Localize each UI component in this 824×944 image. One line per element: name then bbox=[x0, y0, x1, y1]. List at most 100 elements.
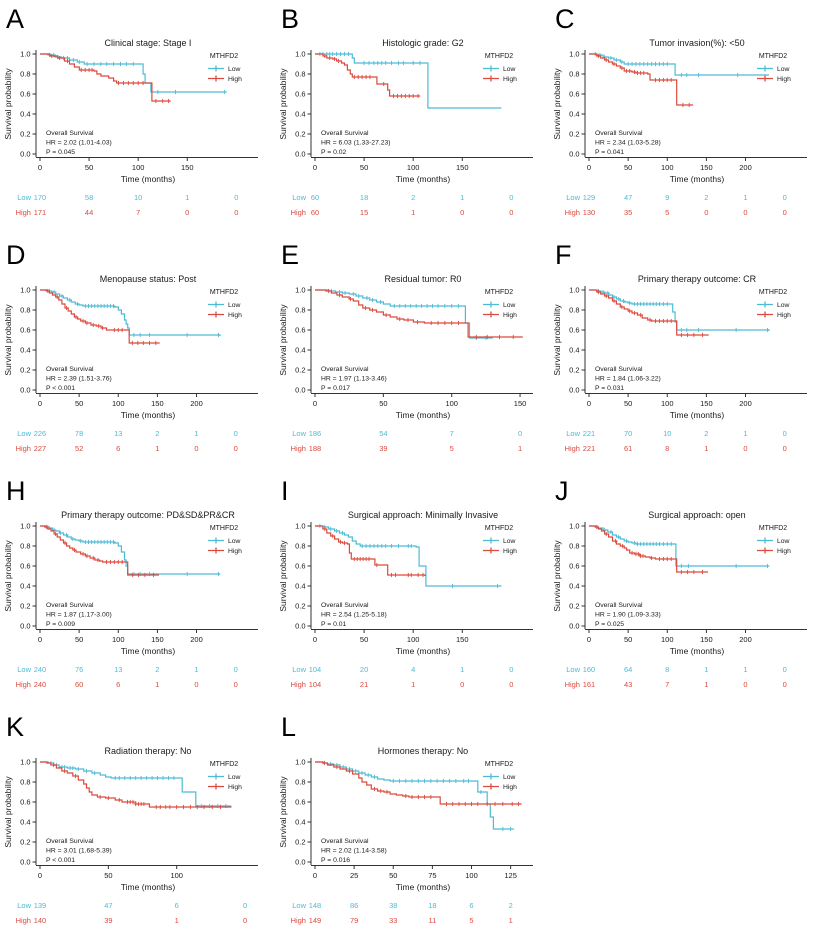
risk-row-label-low: Low bbox=[292, 665, 306, 674]
y-tick-label: 0.2 bbox=[20, 837, 30, 846]
risk-count: 0 bbox=[460, 680, 464, 689]
legend-title: MTHFD2 bbox=[484, 525, 512, 532]
risk-count: 170 bbox=[34, 193, 47, 202]
y-tick-label: 0.4 bbox=[20, 346, 30, 355]
risk-count: 1 bbox=[155, 444, 159, 453]
risk-row-label-high: High bbox=[16, 208, 31, 217]
risk-count: 240 bbox=[34, 665, 47, 674]
legend-title: MTHFD2 bbox=[210, 761, 238, 768]
km-plot-K: K Radiation therapy: No 1.0 0.8 0.6 0.4 0.2 0.0… bbox=[3, 712, 258, 925]
x-axis-title: Time (months) bbox=[121, 646, 176, 656]
risk-count: 13 bbox=[114, 665, 122, 674]
risk-count: 0 bbox=[783, 208, 787, 217]
risk-row-label-high: High bbox=[565, 680, 580, 689]
annotation-title: Overall Survival bbox=[595, 602, 643, 609]
survival-curve-low bbox=[589, 525, 770, 567]
legend-label-high: High bbox=[503, 548, 517, 555]
y-tick-label: 0.8 bbox=[20, 70, 30, 79]
x-axis-title: Time (months) bbox=[670, 410, 725, 420]
x-tick-label: 50 bbox=[389, 871, 397, 880]
x-tick-label: 150 bbox=[456, 635, 469, 644]
y-tick-label: 0.6 bbox=[20, 562, 30, 571]
risk-row-label-low: Low bbox=[17, 429, 31, 438]
panel-title: Surgical approach: open bbox=[649, 510, 746, 520]
risk-count: 78 bbox=[75, 429, 83, 438]
survival-curve-high bbox=[589, 525, 709, 573]
y-axis-title: Survival probability bbox=[278, 540, 288, 612]
risk-count: 2 bbox=[705, 429, 709, 438]
y-tick-label: 0.6 bbox=[569, 562, 579, 571]
x-tick-label: 100 bbox=[445, 399, 458, 408]
panel-title: Radiation therapy: No bbox=[105, 746, 192, 756]
x-tick-label: 25 bbox=[350, 871, 358, 880]
legend-label-low: Low bbox=[228, 538, 241, 545]
risk-row-label-high: High bbox=[16, 680, 31, 689]
risk-count: 60 bbox=[310, 208, 318, 217]
annotation-p: P < 0.001 bbox=[46, 857, 75, 864]
risk-count: 43 bbox=[624, 680, 632, 689]
survival-curve-low bbox=[314, 53, 502, 109]
x-tick-label: 100 bbox=[407, 635, 420, 644]
x-tick-label: 0 bbox=[313, 635, 317, 644]
risk-row-label-low: Low bbox=[292, 901, 306, 910]
km-plot-E: E Residual tumor: R0 1.0 0.8 0.6 0.4 0.2 0.0 Sur… bbox=[278, 240, 533, 453]
survival-curve-high bbox=[39, 761, 232, 808]
risk-count: 0 bbox=[234, 429, 238, 438]
x-tick-label: 125 bbox=[504, 871, 516, 880]
risk-row-label-high: High bbox=[290, 680, 305, 689]
x-tick-label: 200 bbox=[740, 635, 753, 644]
x-tick-label: 50 bbox=[624, 399, 632, 408]
legend-label-high: High bbox=[228, 76, 242, 83]
y-tick-label: 0.2 bbox=[569, 601, 579, 610]
risk-count: 0 bbox=[509, 680, 513, 689]
y-tick-label: 0.8 bbox=[569, 542, 579, 551]
x-tick-label: 75 bbox=[428, 871, 436, 880]
legend-label-low: Low bbox=[777, 538, 790, 545]
risk-count: 0 bbox=[234, 208, 238, 217]
legend-label-low: Low bbox=[228, 66, 241, 73]
x-tick-label: 150 bbox=[700, 163, 713, 172]
y-tick-label: 0.0 bbox=[20, 385, 30, 394]
annotation-hr: HR = 1.87 (1.17-3.00) bbox=[46, 611, 112, 618]
annotation-p: P = 0.041 bbox=[595, 149, 624, 156]
x-tick-label: 150 bbox=[513, 399, 526, 408]
km-plot-C: C Tumor invasion(%): <50 1.0 0.8 0.6 0.4 0.2 0.… bbox=[552, 4, 808, 217]
survival-curve-high bbox=[314, 289, 523, 338]
risk-count: 7 bbox=[665, 680, 669, 689]
x-tick-label: 50 bbox=[360, 635, 368, 644]
y-tick-label: 0.2 bbox=[20, 129, 30, 138]
legend-title: MTHFD2 bbox=[759, 525, 787, 532]
panel-letter: I bbox=[281, 476, 289, 506]
panel-E: E Residual tumor: R0 1.0 0.8 0.6 0.4 0.2 0.0 Sur… bbox=[275, 236, 550, 472]
x-tick-label: 0 bbox=[587, 163, 591, 172]
panel-letter: K bbox=[6, 712, 24, 742]
y-tick-label: 0.6 bbox=[295, 798, 305, 807]
annotation-p: P = 0.02 bbox=[321, 149, 347, 156]
annotation-hr: HR = 2.02 (1.14-3.58) bbox=[321, 847, 387, 854]
panel-letter: C bbox=[555, 4, 575, 34]
risk-row-label-high: High bbox=[16, 916, 31, 925]
x-tick-label: 100 bbox=[661, 163, 674, 172]
y-tick-label: 0.8 bbox=[295, 778, 305, 787]
risk-count: 64 bbox=[624, 665, 632, 674]
legend-label-low: Low bbox=[503, 538, 516, 545]
risk-count: 39 bbox=[379, 444, 387, 453]
annotation-title: Overall Survival bbox=[321, 366, 369, 373]
annotation-title: Overall Survival bbox=[46, 366, 94, 373]
risk-count: 0 bbox=[243, 901, 247, 910]
x-tick-label: 100 bbox=[112, 399, 125, 408]
x-tick-label: 100 bbox=[661, 635, 674, 644]
risk-count: 227 bbox=[34, 444, 47, 453]
risk-count: 221 bbox=[583, 444, 596, 453]
x-tick-label: 150 bbox=[181, 163, 194, 172]
legend-label-high: High bbox=[503, 76, 517, 83]
survival-curve-low bbox=[39, 53, 227, 93]
risk-count: 39 bbox=[104, 916, 112, 925]
panel-C: C Tumor invasion(%): <50 1.0 0.8 0.6 0.4 0.2 0.… bbox=[549, 0, 824, 236]
risk-count: 160 bbox=[583, 665, 596, 674]
annotation-p: P = 0.017 bbox=[321, 385, 350, 392]
risk-count: 186 bbox=[308, 429, 321, 438]
risk-count: 76 bbox=[75, 665, 83, 674]
y-tick-label: 0.0 bbox=[20, 621, 30, 630]
panel-letter: H bbox=[6, 476, 26, 506]
